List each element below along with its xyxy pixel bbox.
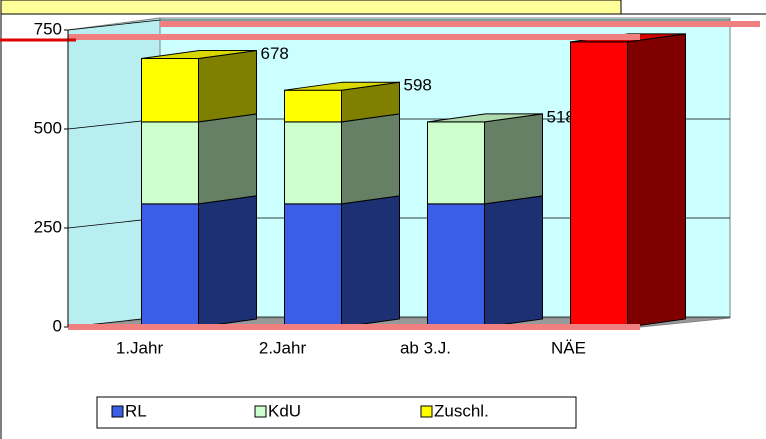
bar (284, 195, 400, 328)
y-tick-label: 500 (34, 118, 62, 137)
bar-side (341, 113, 400, 205)
bar-side (198, 113, 257, 205)
bar (427, 195, 543, 328)
bar (141, 113, 257, 205)
bar-top (141, 50, 257, 60)
bar-side (341, 195, 400, 328)
bar-front (284, 121, 342, 205)
bar (427, 113, 543, 205)
bar-side (484, 113, 543, 205)
total-label: 678 (261, 44, 289, 63)
bar (284, 113, 400, 205)
x-tick-label: 1.Jahr (116, 338, 164, 357)
bar-side (198, 195, 257, 328)
title-box (0, 0, 622, 15)
bar-front (427, 203, 485, 328)
bar-front (284, 89, 342, 123)
bar-front (427, 121, 485, 205)
bar-front (284, 203, 342, 328)
bar-front (141, 203, 199, 328)
legend-label: Zuschl. (434, 401, 489, 420)
legend-label: RL (125, 401, 147, 420)
x-tick-label: NÄE (551, 338, 586, 357)
bar-front (141, 121, 199, 205)
bar (284, 81, 400, 123)
grid-line (67, 19, 730, 31)
x-tick-label: 2.Jahr (259, 338, 307, 357)
legend-swatch (420, 405, 433, 418)
y-tick-label: 750 (34, 19, 62, 38)
y-tick-label: 250 (34, 217, 62, 236)
bar-top (284, 81, 400, 91)
total-label: 598 (404, 76, 432, 95)
bar-side (627, 33, 686, 328)
y-tick-label: 0 (53, 316, 62, 335)
total-label: 518 (547, 107, 575, 126)
bar-side (484, 195, 543, 328)
bar (570, 33, 686, 328)
bar (141, 49, 257, 123)
bar-top (427, 113, 543, 123)
legend-label: KdU (268, 401, 301, 420)
bar-side (198, 49, 257, 123)
legend-swatch (254, 405, 267, 418)
x-tick-label: ab 3.J. (400, 338, 451, 357)
bar (141, 195, 257, 328)
legend-swatch (111, 405, 124, 418)
bar-front (570, 41, 628, 328)
legend (96, 396, 577, 429)
bar-front (141, 58, 199, 123)
